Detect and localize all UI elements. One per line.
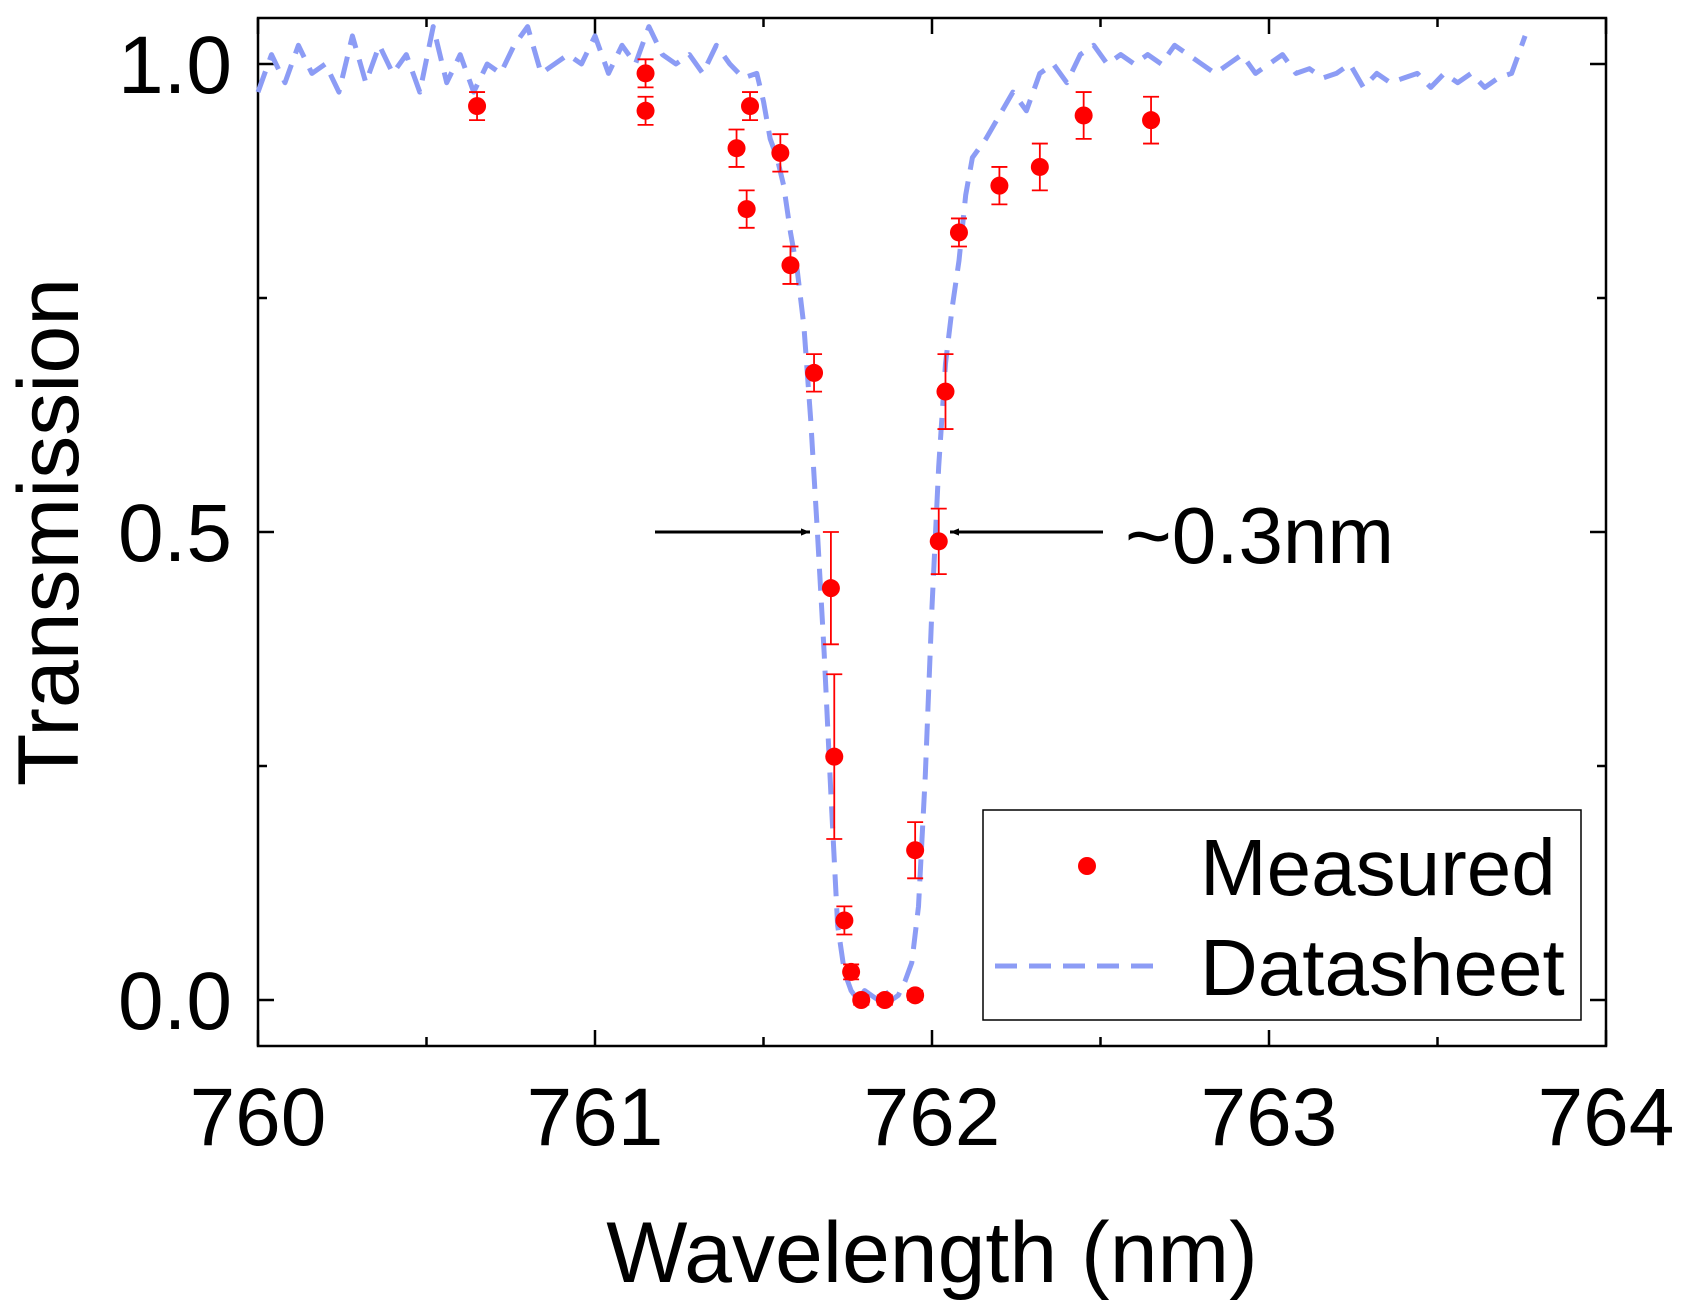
- measured-point: [906, 986, 925, 1005]
- legend-measured-label: Measured: [1200, 823, 1556, 912]
- measured-point: [936, 382, 955, 401]
- legend: Measured Datasheet: [982, 809, 1582, 1021]
- fwhm-label: ~0.3nm: [1125, 491, 1394, 580]
- measured-point: [906, 841, 925, 860]
- measured-point: [825, 747, 844, 766]
- measured-point: [727, 139, 746, 158]
- measured-point: [636, 101, 655, 120]
- x-tick-label-4: 764: [1538, 1072, 1675, 1163]
- y-tick-label-0: 0.0: [118, 956, 232, 1047]
- y-tick-label-1: 0.5: [118, 488, 232, 579]
- x-tick-label-0: 760: [190, 1072, 327, 1163]
- measured-series: [468, 58, 1161, 1009]
- measured-point: [990, 176, 1009, 195]
- measured-point: [781, 256, 800, 275]
- measured-point: [852, 991, 871, 1009]
- x-tick-label-1: 761: [527, 1072, 664, 1163]
- measured-point: [737, 200, 756, 219]
- measured-point: [821, 579, 840, 598]
- legend-measured-marker: [1078, 857, 1096, 875]
- x-tick-label-2: 762: [864, 1072, 1001, 1163]
- measured-point: [1142, 111, 1161, 130]
- measured-point: [949, 223, 968, 242]
- y-axis-title: Transmission: [1, 278, 97, 786]
- measured-point: [835, 911, 854, 930]
- measured-point: [636, 64, 655, 83]
- measured-point: [741, 97, 760, 116]
- legend-box: [982, 809, 1582, 1021]
- axis-ticks: [256, 18, 1608, 1046]
- x-axis-title: Wavelength (nm): [606, 1205, 1258, 1301]
- measured-point: [771, 143, 790, 162]
- measured-point: [875, 991, 894, 1009]
- y-tick-label-2: 1.0: [118, 20, 232, 111]
- measured-point: [805, 363, 824, 382]
- x-tick-label-3: 763: [1201, 1072, 1338, 1163]
- measured-point: [929, 532, 948, 551]
- measured-point: [468, 97, 487, 116]
- legend-datasheet-label: Datasheet: [1200, 923, 1565, 1012]
- measured-point: [1030, 157, 1049, 176]
- measured-point: [842, 962, 861, 981]
- measured-point: [1074, 106, 1093, 125]
